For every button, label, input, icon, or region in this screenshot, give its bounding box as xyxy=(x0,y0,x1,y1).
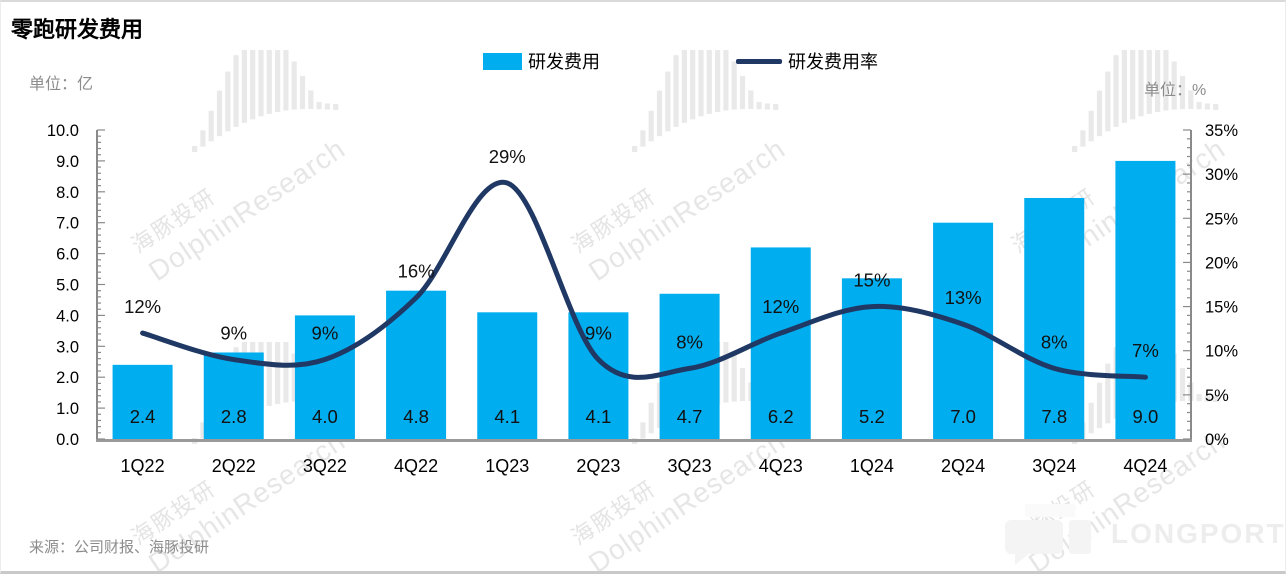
bar-value-label: 4.7 xyxy=(677,406,703,427)
x-category-label: 1Q24 xyxy=(850,456,894,476)
longport-bubble-icon xyxy=(1005,504,1091,565)
rate-label: 15% xyxy=(853,270,890,291)
dolphin-bars-logo-icon xyxy=(1072,30,1219,152)
bar xyxy=(1024,197,1085,439)
bar-value-label: 2.8 xyxy=(221,406,247,427)
rate-label: 12% xyxy=(124,296,161,317)
right-tick-label: 30% xyxy=(1205,166,1238,184)
legend: 研发费用 研发费用率 xyxy=(483,49,878,73)
rate-label: 8% xyxy=(1041,331,1068,352)
bar xyxy=(203,352,264,439)
left-tick-label: 3.0 xyxy=(56,338,79,356)
bar-value-label: 4.1 xyxy=(586,406,612,427)
left-tick-label: 0.0 xyxy=(56,431,79,449)
bar-value-label: 4.8 xyxy=(403,406,429,427)
rate-label: 9% xyxy=(585,323,612,344)
left-tick-label: 10.0 xyxy=(47,122,79,140)
right-axis-unit: 单位：% xyxy=(1144,82,1207,99)
x-category-label: 2Q23 xyxy=(576,456,620,476)
bar xyxy=(294,315,355,439)
bar xyxy=(1115,160,1176,439)
longport-wordmark: LONGPORT xyxy=(1111,518,1286,549)
bar xyxy=(112,364,173,439)
right-tick-label: 35% xyxy=(1205,122,1238,140)
longport-logo: LONGPORT xyxy=(1003,502,1286,566)
chart-title: 零跑研发费用 xyxy=(11,17,144,42)
right-tick-label: 15% xyxy=(1205,299,1238,317)
bar-value-label: 2.4 xyxy=(130,406,156,427)
x-category-label: 3Q23 xyxy=(668,456,712,476)
rate-label: 13% xyxy=(945,287,982,308)
rate-label: 8% xyxy=(676,331,703,352)
x-category-label: 1Q22 xyxy=(121,456,165,476)
rate-label: 16% xyxy=(398,261,435,282)
dolphin-bars-logo-icon xyxy=(632,30,779,152)
bar-value-label: 5.2 xyxy=(859,406,885,427)
bar-value-label: 7.0 xyxy=(950,406,976,427)
x-category-label: 3Q24 xyxy=(1032,456,1076,476)
left-tick-label: 1.0 xyxy=(56,400,79,418)
bar-value-label: 4.1 xyxy=(494,406,520,427)
legend-bar-swatch xyxy=(483,52,522,70)
x-category-label: 3Q22 xyxy=(303,456,347,476)
rate-label: 7% xyxy=(1132,340,1159,361)
right-tick-label: 25% xyxy=(1205,210,1238,228)
x-category-label: 4Q24 xyxy=(1123,456,1167,476)
bar-value-label: 9.0 xyxy=(1133,406,1159,427)
x-category-label: 2Q22 xyxy=(212,456,256,476)
bar-value-label: 6.2 xyxy=(768,406,794,427)
rate-label: 9% xyxy=(220,323,247,344)
x-category-label: 4Q22 xyxy=(394,456,438,476)
left-tick-label: 7.0 xyxy=(56,215,79,233)
rate-label: 29% xyxy=(489,146,526,167)
left-tick-label: 4.0 xyxy=(56,307,79,325)
legend-line-swatch xyxy=(736,58,782,64)
rate-label: 9% xyxy=(312,323,339,344)
bar-value-label: 7.8 xyxy=(1041,406,1067,427)
legend-line-label: 研发费用率 xyxy=(788,52,878,72)
left-tick-label: 8.0 xyxy=(56,184,79,202)
bar xyxy=(477,312,538,439)
left-tick-label: 6.0 xyxy=(56,246,79,264)
bar-value-label: 4.0 xyxy=(312,406,338,427)
right-tick-label: 10% xyxy=(1205,343,1238,361)
rate-line xyxy=(140,179,1148,380)
left-axis-unit: 单位：亿 xyxy=(29,76,94,93)
right-tick-label: 20% xyxy=(1205,254,1238,272)
x-category-label: 1Q23 xyxy=(485,456,529,476)
left-tick-label: 2.0 xyxy=(56,369,79,387)
x-category-label: 2Q24 xyxy=(941,456,985,476)
legend-bar-label: 研发费用 xyxy=(528,52,600,72)
left-tick-label: 9.0 xyxy=(56,153,79,171)
right-tick-label: 0% xyxy=(1205,431,1229,449)
x-category-label: 4Q23 xyxy=(759,456,803,476)
right-tick-label: 5% xyxy=(1205,387,1229,405)
rate-label: 12% xyxy=(762,296,799,317)
dolphin-bars-logo-icon xyxy=(192,30,339,152)
source-note: 来源：公司财报、海豚投研 xyxy=(29,539,210,556)
left-tick-label: 5.0 xyxy=(56,277,79,295)
